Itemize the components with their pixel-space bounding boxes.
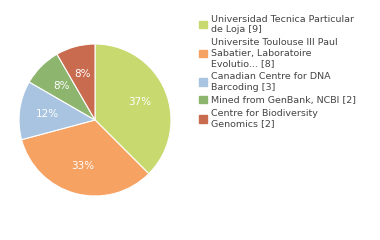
Wedge shape xyxy=(57,44,95,120)
Text: 8%: 8% xyxy=(74,69,91,79)
Text: 33%: 33% xyxy=(71,161,94,171)
Text: 12%: 12% xyxy=(36,109,59,119)
Wedge shape xyxy=(22,120,149,196)
Wedge shape xyxy=(19,82,95,140)
Text: 8%: 8% xyxy=(53,81,70,91)
Wedge shape xyxy=(29,54,95,120)
Wedge shape xyxy=(95,44,171,174)
Text: 37%: 37% xyxy=(128,97,151,107)
Legend: Universidad Tecnica Particular
de Loja [9], Universite Toulouse III Paul
Sabatie: Universidad Tecnica Particular de Loja [… xyxy=(198,15,356,129)
